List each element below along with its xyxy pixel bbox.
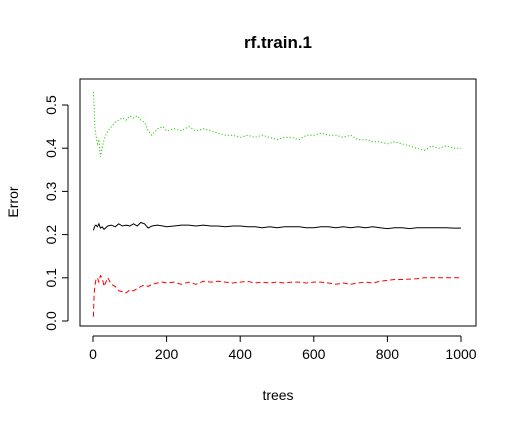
x-tick-label: 800 bbox=[376, 346, 400, 362]
x-tick-label: 200 bbox=[155, 346, 179, 362]
series-line-1 bbox=[92, 221, 461, 231]
series-layer bbox=[92, 91, 461, 317]
series-line-2 bbox=[92, 274, 461, 317]
x-axis: 0 200 400 600 800 1000 bbox=[89, 335, 477, 362]
x-tick-label: 1000 bbox=[445, 346, 476, 362]
y-tick-label: 0.3 bbox=[43, 181, 59, 201]
y-tick-label: 0.0 bbox=[43, 311, 59, 331]
plot-frame bbox=[79, 78, 477, 327]
y-tick-label: 0.1 bbox=[43, 268, 59, 288]
series-line-3 bbox=[92, 91, 461, 157]
y-axis-label: Error bbox=[5, 186, 21, 217]
y-axis: 0.0 0.1 0.2 0.3 0.4 0.5 bbox=[43, 95, 69, 331]
y-tick-label: 0.2 bbox=[43, 225, 59, 245]
y-tick-label: 0.5 bbox=[43, 95, 59, 115]
y-tick-label: 0.4 bbox=[43, 138, 59, 158]
x-tick-label: 600 bbox=[302, 346, 326, 362]
x-tick-label: 400 bbox=[229, 346, 253, 362]
x-axis-label: trees bbox=[262, 387, 293, 403]
x-tick-label: 0 bbox=[89, 346, 97, 362]
chart-title: rf.train.1 bbox=[244, 33, 312, 52]
